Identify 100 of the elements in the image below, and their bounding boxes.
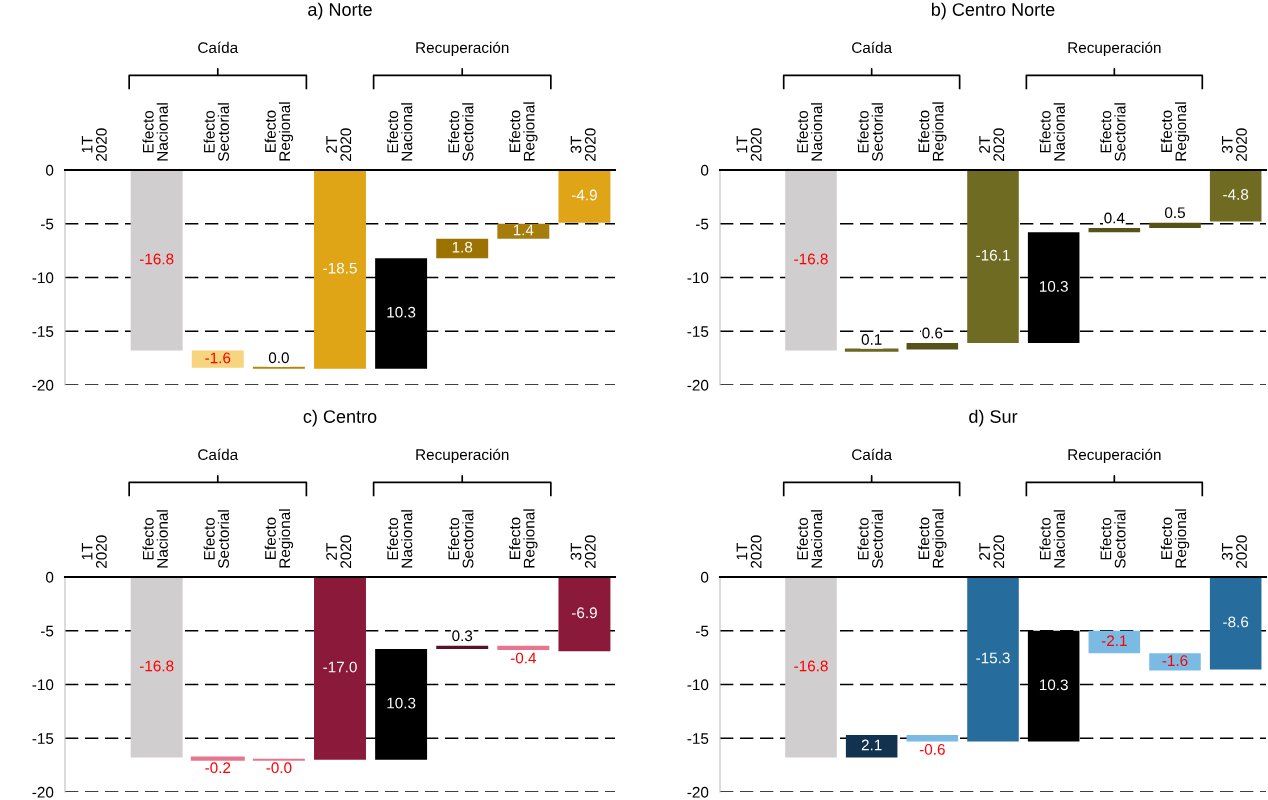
x-tick-label: Efecto Regional [1160,102,1190,161]
data-label: 0.0 [268,352,289,364]
bar [1149,653,1201,671]
x-tick-label: 3T 2020 [1221,128,1247,161]
y-tick-label: -5 [40,218,54,230]
data-label: 0.5 [1164,207,1185,219]
data-label: -4.8 [1223,189,1249,200]
bar [497,223,550,239]
x-tick-label: 2T 2020 [326,128,352,161]
data-label: -16.8 [794,660,828,672]
data-label: -16.8 [139,660,174,672]
data-label: 0.1 [861,334,882,345]
text: Recuperación [1068,41,1161,57]
x-tick-label: Efecto Sectorial [1100,510,1126,568]
bar [558,577,611,652]
data-label: -0.4 [510,652,537,664]
data-label: 0.4 [1104,212,1125,224]
chart-title: d) Sur [969,409,1018,427]
x-tick-label: Efecto Sectorial [448,103,474,161]
x-tick-label: Efecto Nacional [386,510,413,568]
x-tick-label: 2T 2020 [979,535,1005,568]
text: Caída [852,41,893,54]
bar [1209,170,1262,222]
x-tick-label: Efecto Nacional [796,510,823,568]
x-tick-label: 3T 2020 [1221,535,1247,568]
bar [314,170,366,369]
y-tick-label: 0 [700,164,709,176]
data-label: -1.6 [205,352,231,364]
bar [845,735,898,758]
data-label: -16.1 [976,249,1010,261]
y-tick-label: -20 [32,786,54,798]
y-tick-label: -10 [32,679,54,691]
x-tick-label: Efecto Sectorial [203,103,229,161]
bar [190,756,245,761]
x-tick-label: 1T 2020 [736,535,762,568]
bar [967,170,1019,344]
x-tick-label: Efecto Nacional [1039,103,1065,161]
text: Recuperación [416,448,509,464]
bar [1088,228,1141,233]
x-tick-label: Efecto Sectorial [203,510,229,568]
bar [314,577,366,760]
text: Recuperación [416,41,509,57]
y-tick-label: -10 [687,272,709,284]
data-label: 10.3 [1039,281,1068,292]
bar [436,645,489,650]
data-label: 1.4 [513,224,534,236]
bar [130,170,183,351]
data-label: -16.8 [139,253,174,265]
bar [1209,577,1262,670]
x-tick-label: 3T 2020 [570,128,596,161]
y-tick-label: 0 [45,571,54,583]
data-label: 0.3 [452,630,473,642]
y-tick-label: -15 [687,326,709,337]
x-tick-label: Efecto Regional [918,102,947,161]
y-tick-label: -15 [32,733,54,744]
data-label: -0.6 [919,744,945,755]
x-tick-label: Efecto Nacional [1039,510,1065,568]
data-label: -6.9 [571,607,597,619]
x-tick-label: Efecto Regional [509,102,538,161]
data-label: -2.1 [1101,635,1127,646]
x-tick-label: 1T 2020 [81,128,107,161]
x-tick-label: Efecto Regional [918,509,947,568]
y-tick-label: -20 [687,786,709,798]
data-label: -4.9 [571,189,597,201]
text: Recuperación [1068,448,1161,464]
bar [558,170,611,223]
x-tick-label: Efecto Regional [1160,509,1190,568]
x-tick-label: 3T 2020 [570,535,596,568]
data-label: -18.5 [323,262,357,274]
y-tick-label: -15 [687,733,709,744]
data-label: -16.8 [794,253,828,265]
x-tick-label: 2T 2020 [326,535,352,568]
data-label: -17.0 [323,661,357,673]
x-tick-label: Efecto Nacional [142,510,168,568]
x-tick-label: Efecto Sectorial [857,103,883,161]
y-tick-label: -5 [695,625,709,637]
x-tick-label: Efecto Regional [264,102,294,161]
data-label: 1.8 [452,241,473,253]
data-label: 10.3 [1039,679,1068,691]
bar [191,350,244,368]
y-tick-label: -20 [687,379,709,391]
bar [1149,222,1201,229]
x-tick-label: Efecto Nacional [142,103,168,161]
x-tick-label: Efecto Regional [509,509,538,568]
x-tick-label: Efecto Nacional [386,103,413,161]
text: Caída [198,41,239,54]
data-label: 2.1 [861,739,882,751]
y-tick-label: -5 [695,218,709,230]
chart-title: b) Centro Norte [931,2,1055,20]
y-tick-label: -10 [687,679,709,691]
bar [436,238,489,259]
x-tick-label: 1T 2020 [81,535,107,568]
data-label: -15.3 [976,652,1010,664]
x-tick-label: 1T 2020 [736,128,762,161]
bar [906,343,959,350]
x-tick-label: Efecto Sectorial [857,510,883,568]
text: Caída [198,448,239,461]
data-label: -0.0 [266,762,292,774]
data-label: -0.2 [205,762,231,774]
bar [785,170,837,351]
